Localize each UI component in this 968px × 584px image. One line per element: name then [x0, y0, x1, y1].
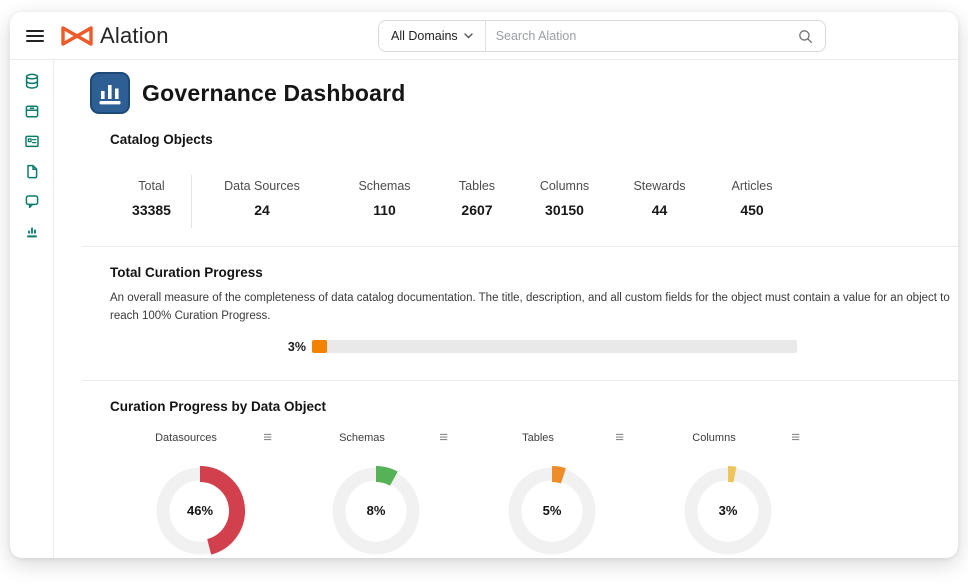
curation-progress-heading: Total Curation Progress: [110, 265, 263, 280]
donut-percent-label: 3%: [718, 503, 738, 519]
donut-percent-label: 8%: [366, 503, 386, 519]
catalog-objects-stats: Total 33385 Data Sources 24 Schemas 110 …: [112, 175, 958, 228]
chart-menu-icon[interactable]: ≡: [263, 428, 272, 446]
chart-menu-icon[interactable]: ≡: [615, 428, 624, 446]
donut-chart: [508, 465, 596, 555]
donut-percent-label: 46%: [186, 503, 214, 519]
curation-by-object-heading: Curation Progress by Data Object: [110, 398, 327, 414]
sidebar-item-data-sources[interactable]: [18, 70, 46, 92]
chart-title: Datasources: [155, 431, 217, 444]
donut-panel-schemas: Schemas ≡ 8%: [288, 420, 464, 558]
sidebar-item-analytics[interactable]: [18, 220, 46, 242]
donut-chart: [684, 465, 772, 555]
curation-progress-description: An overall measure of the completeness o…: [110, 292, 950, 322]
total-curation-progress-bar: 3%: [82, 340, 958, 354]
search-icon[interactable]: [798, 29, 813, 44]
donut-chart: [156, 465, 245, 555]
alation-bowtie-icon: [61, 25, 93, 46]
document-icon: [26, 164, 37, 178]
sidebar-item-documents[interactable]: [18, 160, 46, 182]
chart-title: Tables: [522, 431, 554, 444]
domain-filter-dropdown[interactable]: All Domains: [379, 21, 486, 51]
donut-percent-label: 5%: [542, 503, 562, 519]
section-divider: [82, 246, 958, 247]
stat-columns: Columns 30150: [539, 179, 590, 218]
chart-title: Columns: [692, 431, 736, 444]
catalog-objects-heading: Catalog Objects: [110, 132, 213, 147]
brand-logo[interactable]: Alation: [60, 23, 169, 49]
chart-menu-icon[interactable]: ≡: [439, 428, 448, 446]
donut-chart-row: Datasources ≡ 46% Schemas ≡: [112, 420, 958, 558]
main-content: Governance Dashboard Catalog Objects Tot…: [54, 60, 958, 558]
chevron-down-icon: [463, 33, 473, 39]
domain-filter-label: All Domains: [391, 29, 458, 43]
stat-stewards: Stewards 44: [633, 179, 686, 218]
conversation-icon: [25, 194, 38, 208]
stat-total: Total 33385: [112, 175, 192, 228]
brand-name: Alation: [100, 22, 169, 48]
global-search: All Domains: [378, 20, 826, 52]
donut-chart: [332, 465, 420, 555]
left-sidebar: [10, 60, 54, 558]
app-window: Alation All Domains: [10, 12, 958, 558]
chart-menu-icon[interactable]: ≡: [791, 428, 800, 446]
search-input[interactable]: [485, 29, 798, 43]
progress-track: [312, 340, 797, 354]
glossary-card-icon: [24, 135, 39, 147]
chart-title: Schemas: [339, 431, 385, 444]
stat-articles: Articles 450: [731, 179, 773, 218]
donut-panel-tables: Tables ≡ 5%: [464, 420, 640, 558]
hamburger-menu-icon[interactable]: [26, 29, 44, 42]
donut-panel-datasources: Datasources ≡ 46%: [112, 420, 288, 558]
sidebar-item-storage[interactable]: [18, 100, 46, 122]
section-divider: [82, 379, 958, 381]
stat-schemas: Schemas 110: [358, 179, 411, 218]
bar-chart-icon: [26, 227, 37, 237]
dashboard-icon: [90, 72, 130, 114]
database-icon: [25, 73, 38, 89]
progress-fill: [312, 340, 327, 354]
storage-box-icon: [25, 104, 38, 118]
page-title: Governance Dashboard: [142, 79, 406, 106]
donut-panel-columns: Columns ≡ 3%: [640, 420, 816, 558]
top-bar: Alation All Domains: [10, 12, 958, 60]
sidebar-item-glossary[interactable]: [18, 130, 46, 152]
progress-percent-label: 3%: [287, 339, 306, 354]
stat-data-sources: Data Sources 24: [224, 179, 300, 218]
stat-tables: Tables 2607: [458, 179, 496, 218]
sidebar-item-conversations[interactable]: [18, 190, 46, 212]
